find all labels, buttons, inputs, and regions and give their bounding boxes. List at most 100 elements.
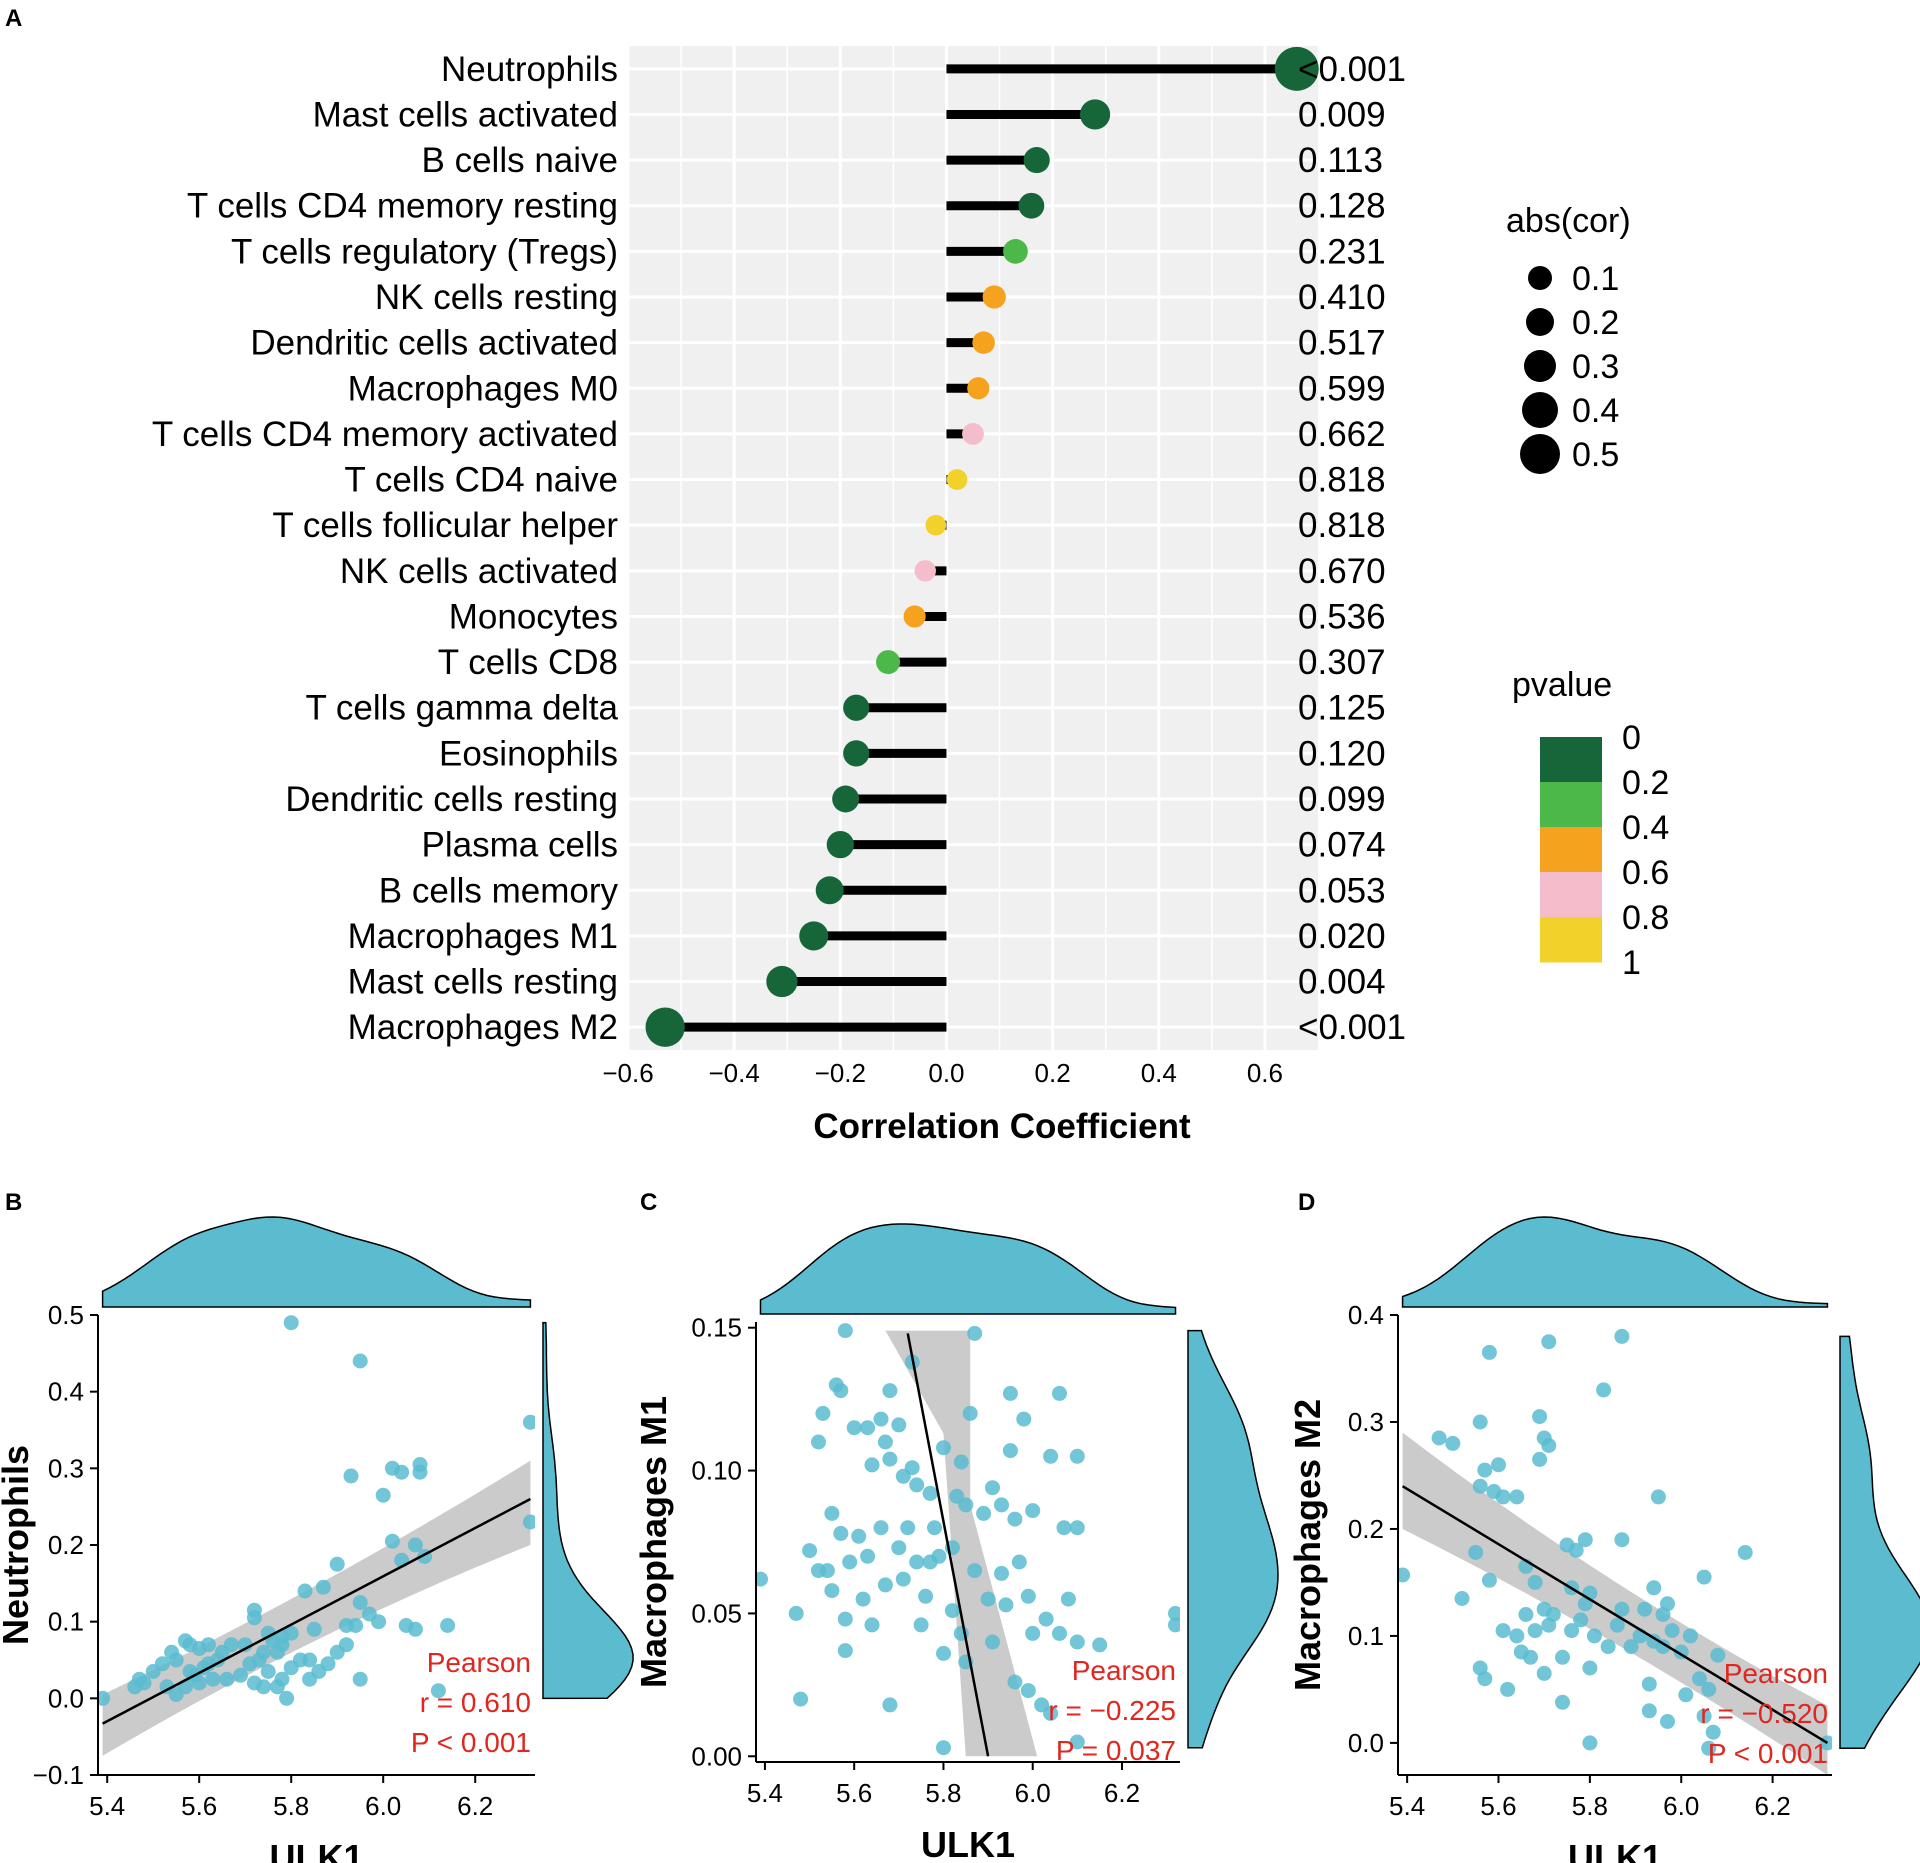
data-point bbox=[191, 1675, 207, 1691]
data-point bbox=[1069, 1520, 1085, 1536]
data-point bbox=[1092, 1637, 1108, 1653]
color-legend-swatch-2 bbox=[1540, 827, 1602, 873]
y-label-mast-cells-activated: Mast cells activated bbox=[313, 95, 618, 134]
data-point bbox=[260, 1664, 276, 1679]
data-point bbox=[246, 1610, 262, 1626]
pearson-annotation-line-3: P < 0.001 bbox=[1708, 1738, 1828, 1769]
pvalue-label-eosinophils: 0.120 bbox=[1298, 734, 1386, 773]
data-point bbox=[375, 1487, 391, 1503]
data-point bbox=[1398, 1567, 1411, 1583]
y-tick-label: 0.3 bbox=[1348, 1407, 1384, 1437]
data-point bbox=[371, 1614, 387, 1630]
data-point bbox=[168, 1652, 184, 1668]
y-tick-label: 0.05 bbox=[691, 1598, 742, 1628]
x-tick-label: 6.2 bbox=[1755, 1791, 1791, 1821]
data-point bbox=[1701, 1740, 1717, 1756]
data-point bbox=[1692, 1671, 1707, 1687]
data-point bbox=[877, 1577, 893, 1593]
x-tick-label: 6.2 bbox=[1104, 1778, 1140, 1808]
data-point bbox=[895, 1468, 911, 1484]
data-point bbox=[1682, 1628, 1698, 1644]
data-point bbox=[1582, 1735, 1598, 1751]
data-point bbox=[1495, 1489, 1511, 1505]
y-label-t-cells-regulatory-tregs: T cells regulatory (Tregs) bbox=[231, 232, 618, 271]
data-point bbox=[833, 1383, 849, 1399]
regression-line bbox=[102, 1497, 531, 1725]
data-point bbox=[1472, 1478, 1488, 1494]
pearson-annotation-line-1: Pearson bbox=[427, 1647, 531, 1678]
x-tick-label: 5.8 bbox=[925, 1778, 961, 1808]
data-point bbox=[394, 1464, 410, 1480]
y-tick-label: 0.3 bbox=[48, 1453, 84, 1483]
pearson-annotation-line-1: Pearson bbox=[1072, 1655, 1176, 1686]
dot-t-cells-cd8 bbox=[876, 650, 901, 675]
pvalue-label-t-cells-cd4-naive: 0.818 bbox=[1298, 461, 1386, 500]
data-point bbox=[384, 1533, 400, 1549]
x-marginal-density bbox=[1401, 1216, 1829, 1308]
y-label-t-cells-gamma-delta: T cells gamma delta bbox=[305, 689, 618, 728]
data-point bbox=[1472, 1414, 1488, 1430]
data-point bbox=[833, 1525, 849, 1541]
data-point bbox=[1168, 1617, 1180, 1633]
data-point bbox=[1664, 1623, 1680, 1639]
data-point bbox=[1586, 1628, 1602, 1644]
data-point bbox=[1495, 1623, 1511, 1639]
y-label-macrophages-m0: Macrophages M0 bbox=[348, 369, 618, 408]
data-point bbox=[873, 1520, 889, 1536]
plot-area bbox=[1398, 1328, 1832, 1775]
data-point bbox=[1477, 1462, 1493, 1478]
data-point bbox=[1043, 1448, 1059, 1464]
y-tick-label: 0.4 bbox=[1348, 1300, 1384, 1330]
data-point bbox=[1564, 1623, 1580, 1639]
data-point bbox=[1509, 1489, 1525, 1505]
data-point bbox=[320, 1656, 336, 1672]
data-point bbox=[1002, 1443, 1018, 1459]
data-point bbox=[256, 1679, 272, 1695]
x-axis-title: ULK1 bbox=[1568, 1837, 1662, 1863]
dot-t-cells-gamma-delta bbox=[843, 694, 870, 721]
data-point bbox=[860, 1548, 876, 1564]
data-point bbox=[895, 1571, 911, 1587]
data-point bbox=[936, 1440, 951, 1456]
x-axis-title: ULK1 bbox=[269, 1837, 363, 1863]
pearson-annotation-line-2: r = −0.520 bbox=[1700, 1698, 1828, 1729]
pvalue-label-plasma-cells: 0.074 bbox=[1298, 826, 1386, 865]
data-point bbox=[1646, 1580, 1662, 1596]
data-point bbox=[136, 1675, 152, 1691]
data-point bbox=[837, 1643, 853, 1659]
panel-label-c: C bbox=[640, 1189, 657, 1216]
data-point bbox=[864, 1457, 880, 1473]
data-point bbox=[985, 1634, 1000, 1650]
data-point bbox=[1518, 1607, 1534, 1622]
x-tick-label: 0.4 bbox=[1141, 1058, 1177, 1088]
y-marginal-density bbox=[1839, 1335, 1920, 1750]
pvalue-label-b-cells-naive: 0.113 bbox=[1298, 141, 1383, 180]
data-point bbox=[1600, 1639, 1616, 1655]
data-point bbox=[440, 1618, 456, 1633]
data-point bbox=[1025, 1625, 1041, 1641]
data-point bbox=[338, 1618, 354, 1633]
data-point bbox=[837, 1611, 853, 1627]
y-label-mast-cells-resting: Mast cells resting bbox=[348, 963, 618, 1002]
data-point bbox=[958, 1497, 974, 1513]
dot-mast-cells-resting bbox=[766, 965, 798, 998]
data-point bbox=[1637, 1601, 1653, 1617]
pvalue-label-mast-cells-activated: 0.009 bbox=[1298, 95, 1386, 134]
data-point bbox=[407, 1621, 423, 1637]
data-point bbox=[953, 1454, 969, 1470]
y-tick-label: 0.2 bbox=[48, 1530, 84, 1560]
dot-dendritic-cells-resting bbox=[832, 785, 860, 813]
pvalue-label-macrophages-m0: 0.599 bbox=[1298, 369, 1386, 408]
data-point bbox=[1454, 1591, 1470, 1606]
pvalue-label-t-cells-cd8: 0.307 bbox=[1298, 643, 1386, 682]
data-point bbox=[352, 1595, 368, 1610]
data-point bbox=[985, 1480, 1000, 1496]
data-point bbox=[1737, 1545, 1753, 1560]
x-tick-label: −0.4 bbox=[708, 1058, 759, 1088]
data-point bbox=[1020, 1683, 1036, 1699]
y-label-dendritic-cells-activated: Dendritic cells activated bbox=[250, 324, 618, 363]
pearson-annotation-line-1: Pearson bbox=[1724, 1658, 1828, 1689]
pearson-annotation-line-2: r = −0.225 bbox=[1048, 1695, 1176, 1726]
data-point bbox=[998, 1597, 1014, 1613]
